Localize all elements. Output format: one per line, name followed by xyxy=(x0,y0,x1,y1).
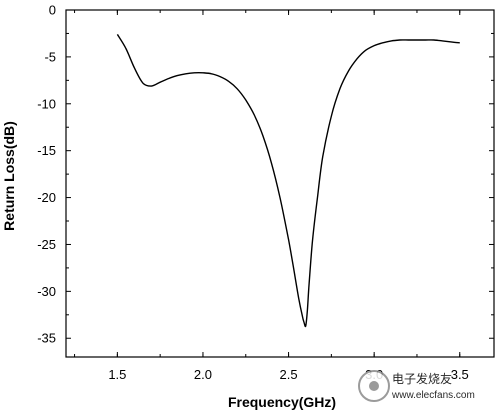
x-axis-title: Frequency(GHz) xyxy=(228,394,336,410)
y-tick-label: 0 xyxy=(49,3,56,18)
series-lines xyxy=(116,34,460,328)
y-tick-labels: 0 -5 -10 -15 -20 -25 -30 -35 xyxy=(37,3,56,346)
watermark-logo-dot xyxy=(369,381,379,391)
x-tick-label: 2.0 xyxy=(194,367,212,382)
x-tick-label: 3.5 xyxy=(451,367,469,382)
y-tick-label: -10 xyxy=(37,96,56,111)
y-tick-label: -20 xyxy=(37,190,56,205)
x-tick-labels: 1.52.02.53.03.5 xyxy=(108,367,468,382)
y-tick-label: -35 xyxy=(37,331,56,346)
x-tick-label: 2.5 xyxy=(280,367,298,382)
y-tick-label: -25 xyxy=(37,237,56,252)
series-line-0 xyxy=(116,34,460,328)
y-axis-title: Return Loss(dB) xyxy=(1,121,17,231)
plot-frame xyxy=(65,9,495,358)
x-tick-label: 1.5 xyxy=(108,367,126,382)
y-tick-label: -15 xyxy=(37,143,56,158)
watermark-text: 电子发烧友 xyxy=(392,371,452,386)
y-tick-label: -30 xyxy=(37,284,56,299)
y-tick-label: -5 xyxy=(44,49,56,64)
watermark: 电子发烧友 www.elecfans.com xyxy=(358,370,475,402)
axis-ticks xyxy=(66,9,494,357)
watermark-url: www.elecfans.com xyxy=(391,390,475,401)
